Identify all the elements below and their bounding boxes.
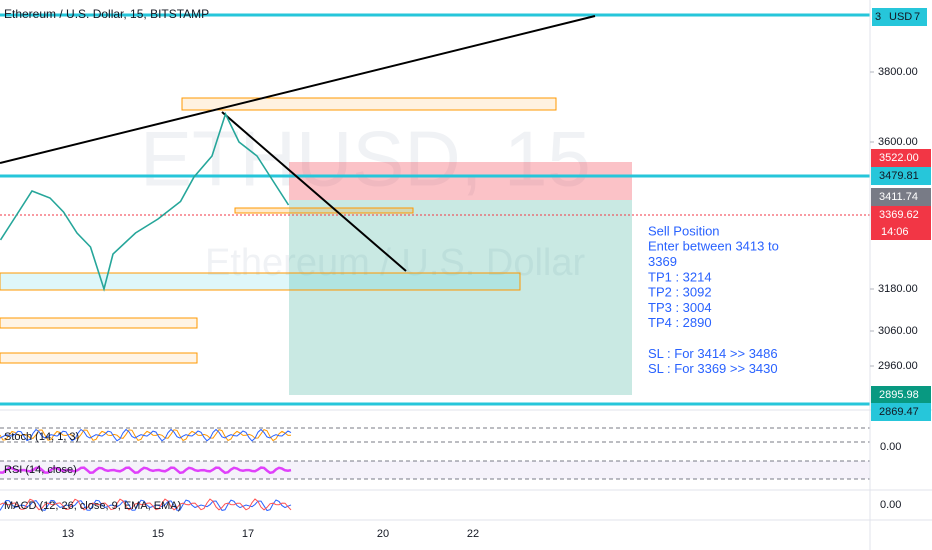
indicator-name: Stoch (14, 1, 3) bbox=[4, 431, 79, 443]
countdown-badge bbox=[871, 224, 931, 240]
watermark-symbol: ETHUSD, 15 bbox=[140, 115, 591, 203]
note-line: SL : For 3414 >> 3486 bbox=[648, 346, 778, 361]
price-tick-label: 2960.00 bbox=[878, 360, 918, 372]
indicator-line bbox=[0, 466, 292, 475]
price-tick-label: 3060.00 bbox=[878, 325, 918, 337]
indicator-value: 0.00 bbox=[880, 441, 901, 453]
note-line: TP4 : 2890 bbox=[648, 315, 712, 330]
price-tick-label: 3800.00 bbox=[878, 66, 918, 78]
price-tick-label: 3600.00 bbox=[878, 136, 918, 148]
price-badge-label: 3411.74 bbox=[879, 191, 918, 203]
price-line bbox=[0, 111, 290, 292]
zone-box bbox=[234, 207, 414, 214]
note-line: Enter between 3413 to bbox=[648, 239, 779, 254]
target-zone bbox=[289, 200, 632, 395]
indicator-line bbox=[0, 428, 292, 442]
date-tick-label: 17 bbox=[242, 528, 254, 540]
price-badge-label: 3522.00 bbox=[879, 152, 919, 164]
price-badge bbox=[871, 206, 931, 224]
watermark-name: Ethereum / U.S. Dollar bbox=[205, 242, 585, 284]
note-line: Sell Position bbox=[648, 223, 720, 238]
price-badge bbox=[871, 403, 931, 421]
price-badge-label: 3479.81 bbox=[879, 170, 919, 182]
chart-title: Ethereum / U.S. Dollar, 15, BITSTAMP bbox=[4, 7, 209, 21]
zone-box bbox=[0, 272, 521, 291]
date-tick-label: 22 bbox=[467, 528, 479, 540]
price-badge-label: 2895.98 bbox=[879, 389, 919, 401]
indicator-name: RSI (14, close) bbox=[4, 464, 77, 476]
note-line: SL : For 3369 >> 3430 bbox=[648, 361, 778, 376]
date-tick-label: 20 bbox=[377, 528, 389, 540]
zone-box bbox=[0, 317, 198, 329]
note-line: TP2 : 3092 bbox=[648, 285, 712, 300]
price-badge bbox=[871, 167, 931, 185]
top-badge bbox=[872, 8, 927, 26]
note-line: TP3 : 3004 bbox=[648, 300, 712, 315]
indicator-value: 0.00 bbox=[880, 499, 901, 511]
price-badge bbox=[871, 149, 931, 167]
indicator-line bbox=[0, 428, 292, 442]
price-badge bbox=[871, 188, 931, 206]
price-badge bbox=[871, 386, 931, 404]
stop-zone bbox=[289, 162, 632, 200]
currency: USD bbox=[889, 11, 912, 23]
note-line: TP1 : 3214 bbox=[648, 269, 712, 284]
indicator-name: MACD (12, 26, close, 9, EMA, EMA) bbox=[4, 500, 181, 512]
price-badge-label: 2869.47 bbox=[879, 406, 919, 418]
rsi-band bbox=[0, 461, 870, 479]
price-tick-label: 3180.00 bbox=[878, 283, 918, 295]
zone-box bbox=[181, 97, 557, 111]
trend-line bbox=[221, 111, 407, 272]
indicator-line bbox=[0, 498, 292, 511]
currency-badge: 7 bbox=[914, 11, 920, 23]
trend-line bbox=[0, 15, 596, 164]
top-price: 3 bbox=[875, 11, 881, 23]
price-badge-label: 3369.62 bbox=[879, 209, 919, 221]
date-tick-label: 15 bbox=[152, 528, 164, 540]
zone-box bbox=[0, 352, 198, 364]
countdown: 14:06 bbox=[881, 226, 909, 238]
note-line: 3369 bbox=[648, 254, 677, 269]
date-tick-label: 13 bbox=[62, 528, 74, 540]
